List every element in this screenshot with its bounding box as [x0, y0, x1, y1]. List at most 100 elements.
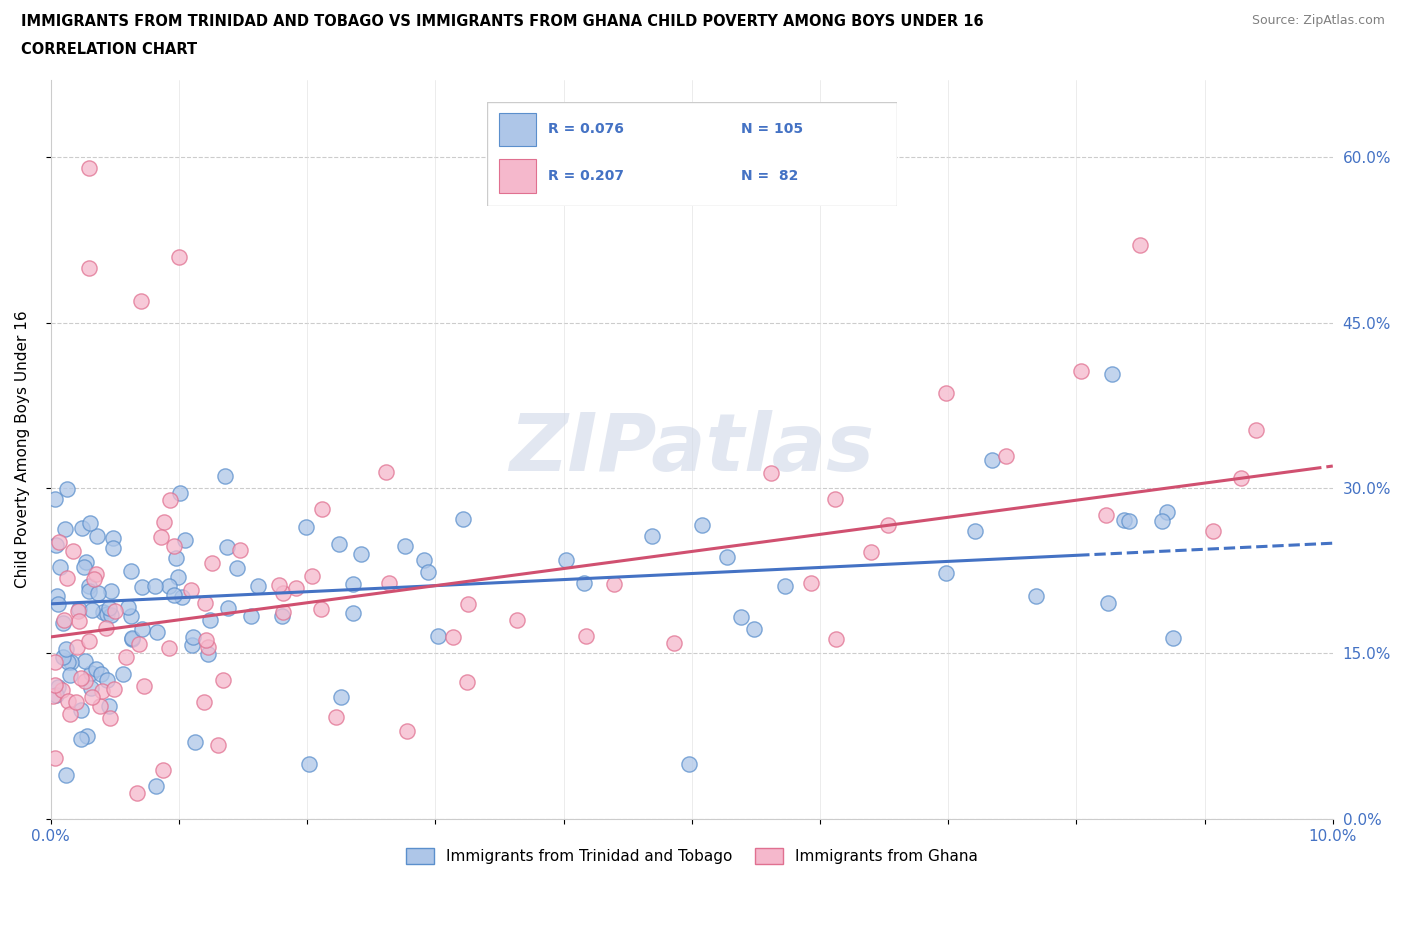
- Point: [73, 653, 96, 668]
- Point: [146, 625, 169, 640]
- Point: [572, 576, 595, 591]
- Point: [42, 688, 65, 703]
- Point: [239, 608, 262, 623]
- Point: [1202, 524, 1225, 538]
- Point: [994, 448, 1017, 463]
- Point: [1112, 513, 1135, 528]
- Point: [128, 636, 150, 651]
- Point: [170, 589, 193, 604]
- Text: CORRELATION CHART: CORRELATION CHART: [21, 42, 197, 57]
- Legend: Immigrants from Trinidad and Tobago, Immigrants from Ghana: Immigrants from Trinidad and Tobago, Imm…: [399, 842, 984, 870]
- Point: [152, 763, 174, 777]
- Point: [413, 553, 436, 568]
- Point: [342, 577, 364, 591]
- Point: [183, 734, 205, 749]
- Point: [48, 535, 70, 550]
- Point: [70, 671, 93, 685]
- Point: [194, 595, 217, 610]
- Point: [149, 529, 172, 544]
- Point: [117, 600, 139, 615]
- Point: [377, 576, 399, 591]
- Point: [83, 572, 105, 587]
- Point: [103, 682, 125, 697]
- Point: [247, 578, 270, 593]
- Point: [59, 655, 82, 670]
- Point: [183, 630, 205, 644]
- Point: [167, 249, 190, 264]
- Point: [1025, 589, 1047, 604]
- Point: [166, 569, 188, 584]
- Point: [215, 539, 238, 554]
- Point: [79, 260, 101, 275]
- Point: [1156, 505, 1178, 520]
- Point: [1229, 471, 1251, 485]
- Point: [284, 580, 307, 595]
- Point: [1070, 364, 1092, 379]
- Point: [311, 602, 333, 617]
- Point: [101, 540, 124, 555]
- Point: [197, 646, 219, 661]
- Text: ZIPatlas: ZIPatlas: [509, 410, 875, 488]
- Point: [134, 678, 156, 693]
- Point: [328, 537, 350, 551]
- Point: [91, 604, 114, 619]
- Point: [56, 694, 79, 709]
- Point: [859, 544, 882, 559]
- Point: [82, 603, 104, 618]
- Point: [129, 293, 152, 308]
- Point: [70, 731, 93, 746]
- Point: [329, 690, 352, 705]
- Point: [678, 756, 700, 771]
- Point: [94, 620, 117, 635]
- Point: [77, 578, 100, 593]
- Point: [211, 672, 233, 687]
- Point: [96, 607, 118, 622]
- Point: [1129, 238, 1152, 253]
- Point: [45, 687, 67, 702]
- Point: [66, 640, 89, 655]
- Point: [201, 555, 224, 570]
- Point: [273, 586, 295, 601]
- Point: [45, 589, 67, 604]
- Point: [418, 565, 440, 579]
- Point: [44, 654, 66, 669]
- Point: [800, 576, 823, 591]
- Point: [555, 552, 578, 567]
- Point: [46, 679, 69, 694]
- Point: [77, 633, 100, 648]
- Point: [169, 486, 191, 501]
- Point: [311, 502, 333, 517]
- Point: [56, 482, 79, 497]
- Point: [325, 710, 347, 724]
- Point: [84, 567, 107, 582]
- Point: [824, 632, 846, 647]
- Point: [441, 630, 464, 644]
- Point: [194, 632, 217, 647]
- Point: [56, 655, 79, 670]
- Point: [59, 707, 82, 722]
- Point: [773, 578, 796, 593]
- Point: [207, 737, 229, 752]
- Point: [1097, 595, 1119, 610]
- Point: [100, 607, 122, 622]
- Point: [453, 512, 475, 527]
- Point: [80, 680, 103, 695]
- Point: [298, 756, 321, 771]
- Point: [73, 674, 96, 689]
- Point: [759, 466, 782, 481]
- Point: [72, 559, 94, 574]
- Point: [125, 786, 148, 801]
- Point: [877, 517, 900, 532]
- Point: [981, 452, 1004, 467]
- Point: [44, 677, 66, 692]
- Point: [87, 585, 110, 600]
- Point: [1163, 631, 1185, 646]
- Point: [963, 524, 986, 538]
- Point: [59, 668, 82, 683]
- Point: [180, 638, 202, 653]
- Point: [1101, 366, 1123, 381]
- Point: [159, 493, 181, 508]
- Point: [197, 639, 219, 654]
- Point: [730, 609, 752, 624]
- Point: [112, 667, 135, 682]
